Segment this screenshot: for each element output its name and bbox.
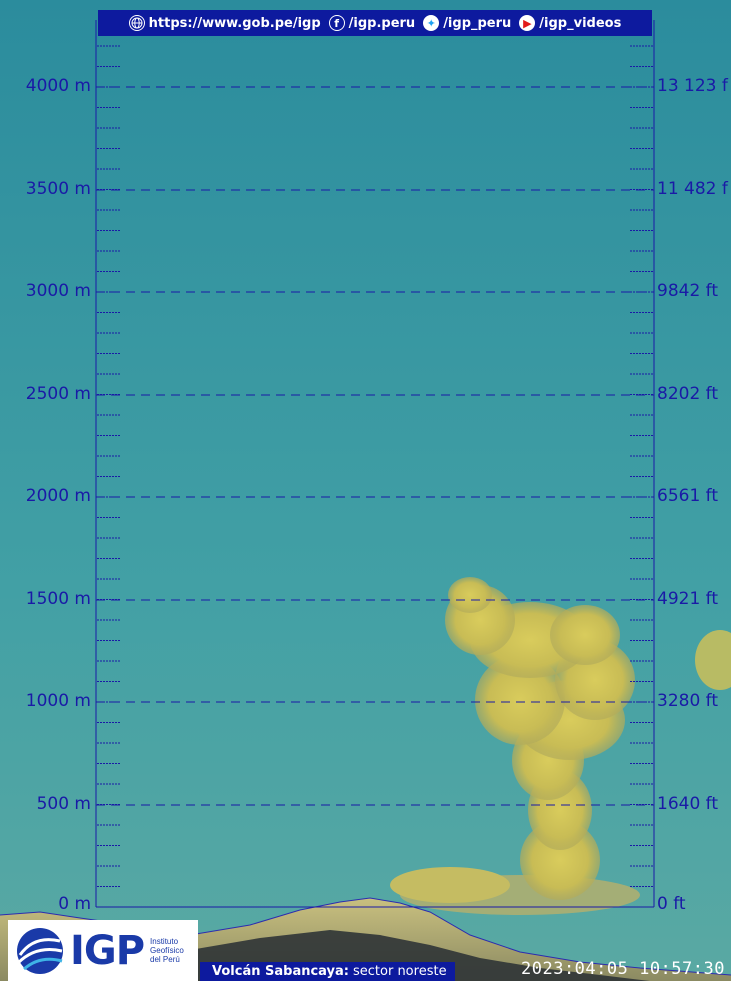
altitude-label-9842ft: 9842 ft bbox=[657, 281, 719, 301]
altitude-label-1500m: 1500 m bbox=[25, 589, 91, 609]
altitude-label-13123ft: 13 123 f bbox=[657, 76, 728, 96]
altitude-label-8202ft: 8202 ft bbox=[657, 384, 719, 404]
altitude-label-2500m: 2500 m bbox=[25, 384, 91, 404]
altitude-label-3280ft: 3280 ft bbox=[657, 691, 719, 711]
igp-swirl-icon bbox=[16, 927, 63, 974]
altitude-label-4921ft: 4921 ft bbox=[657, 589, 719, 609]
altitude-label-1640ft: 1640 ft bbox=[657, 794, 719, 814]
altitude-grid bbox=[95, 20, 655, 908]
ash-plume bbox=[390, 577, 731, 915]
twitter-link[interactable]: ✦ /igp_peru bbox=[423, 15, 511, 31]
altitude-label-0ft: 0 ft bbox=[657, 894, 686, 914]
altitude-label-3500m: 3500 m bbox=[25, 179, 91, 199]
location-caption: Volcán Sabancaya: sector noreste bbox=[200, 962, 455, 981]
volcano-name: Volcán Sabancaya: bbox=[212, 964, 349, 979]
igp-logo: IGP Instituto Geofísico del Perú bbox=[8, 920, 198, 981]
logo-sub-line3: del Perú bbox=[150, 955, 180, 964]
logo-sub-line2: Geofísico bbox=[150, 946, 184, 955]
social-links-banner: https://www.gob.pe/igp f /igp.peru ✦ /ig… bbox=[98, 10, 652, 36]
altitude-label-1000m: 1000 m bbox=[25, 691, 91, 711]
youtube-handle: /igp_videos bbox=[539, 15, 622, 31]
globe-icon bbox=[128, 15, 145, 31]
youtube-link[interactable]: ▶ /igp_videos bbox=[519, 15, 621, 31]
altitude-label-6561ft: 6561 ft bbox=[657, 486, 719, 506]
facebook-icon: f bbox=[328, 15, 345, 31]
altitude-label-500m: 500 m bbox=[36, 794, 91, 814]
altitude-label-4000m: 4000 m bbox=[25, 76, 91, 96]
logo-wordmark: IGP bbox=[70, 927, 145, 974]
altitude-label-2000m: 2000 m bbox=[25, 486, 91, 506]
facebook-handle: /igp.peru bbox=[348, 15, 416, 31]
logo-subtitle: Instituto Geofísico del Perú bbox=[150, 937, 184, 964]
camera-sector: sector noreste bbox=[353, 964, 447, 979]
logo-sub-line1: Instituto bbox=[150, 937, 179, 946]
website-url: https://www.gob.pe/igp bbox=[148, 15, 321, 31]
twitter-handle: /igp_peru bbox=[443, 15, 512, 31]
timestamp: 2023:04:05 10:57:30 bbox=[521, 959, 725, 979]
facebook-link[interactable]: f /igp.peru bbox=[328, 15, 416, 31]
altitude-label-11482ft: 11 482 f bbox=[657, 179, 728, 199]
youtube-icon: ▶ bbox=[519, 15, 536, 31]
twitter-icon: ✦ bbox=[423, 15, 440, 31]
altitude-label-0m: 0 m bbox=[58, 894, 91, 914]
altitude-label-3000m: 3000 m bbox=[25, 281, 91, 301]
website-link[interactable]: https://www.gob.pe/igp bbox=[128, 15, 321, 31]
